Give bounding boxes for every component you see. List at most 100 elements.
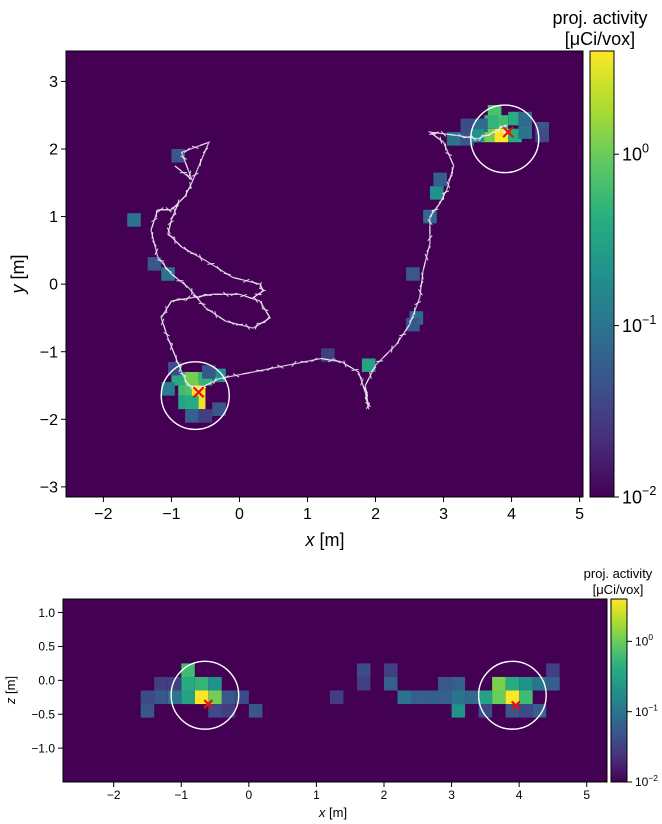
activity-pixel	[356, 663, 371, 677]
trajectory-arrow	[382, 352, 389, 358]
trajectory-arrow	[222, 291, 229, 297]
trajectory-arrow	[172, 298, 179, 303]
x-tick-label: 1	[313, 788, 320, 802]
trajectory-arrow	[463, 136, 471, 139]
bottom-source-circles	[170, 660, 547, 730]
trajectory-arrow	[199, 254, 203, 262]
colorbar-tick-label: 10−1	[622, 313, 656, 336]
trajectory-arrow	[369, 371, 372, 379]
trajectory-arrow	[488, 130, 495, 137]
trajectory-arrow	[445, 152, 453, 157]
trajectory-arrow	[427, 218, 433, 225]
x-tick-label: 0	[235, 506, 244, 523]
top-y-axis-label: y [m]	[8, 254, 28, 295]
activity-pixel	[356, 676, 371, 691]
bottom-x-axis-label: x [m]	[318, 805, 347, 820]
trajectory-arrow	[365, 401, 371, 408]
source-circle	[160, 361, 230, 431]
bottom-x-ticks: −2 −1 0 1 2 3 4 5	[107, 782, 590, 802]
trajectory-arrow	[173, 208, 177, 215]
x-tick-label: 1	[303, 506, 312, 523]
x-tick-label: 4	[516, 788, 523, 802]
x-tick-label: 3	[448, 788, 455, 802]
activity-pixel	[383, 663, 398, 677]
source-circle	[170, 660, 240, 730]
trajectory-arrow	[171, 348, 176, 356]
trajectory-arrow	[193, 385, 200, 391]
trajectory-arrow	[165, 305, 168, 314]
trajectory-arrow	[498, 125, 502, 133]
trajectory-arrow	[185, 295, 191, 302]
activity-pixel	[140, 704, 155, 718]
trajectory-arrow	[151, 231, 154, 240]
trajectory-arrow	[261, 307, 269, 312]
activity-pixel	[429, 186, 444, 200]
top-y-ticks: −3 −2 −1 0 1 2 3	[40, 74, 66, 496]
activity-pixel	[433, 172, 447, 187]
trajectory-arrow	[431, 208, 439, 212]
activity-pixel	[492, 690, 506, 705]
trajectory-arrow	[191, 145, 199, 149]
trajectory-arrow	[431, 131, 439, 135]
trajectory-arrow	[414, 300, 421, 306]
trajectory-arrow	[157, 259, 165, 262]
activity-pixel	[492, 676, 506, 691]
activity-pixel	[451, 704, 466, 718]
trajectory-arrow	[190, 252, 198, 255]
trajectory-arrow	[499, 125, 507, 128]
trajectory-arrow	[266, 366, 274, 371]
top-x-axis-label: x [m]	[304, 530, 344, 550]
top-source-circles	[160, 104, 540, 431]
trajectory-arrow	[242, 372, 250, 375]
top-source-markers	[192, 126, 514, 399]
activity-pixel	[181, 676, 195, 691]
trajectory-arrow	[404, 325, 410, 332]
trajectory-arrow	[446, 181, 451, 189]
trajectory-arrow	[165, 268, 172, 273]
trajectory-arrow	[447, 174, 453, 181]
trajectory-arrow	[254, 322, 259, 330]
trajectory-arrow	[199, 142, 207, 146]
trajectory-arrow	[223, 272, 231, 276]
top-colorbar-label-line1: proj. activity	[552, 8, 647, 28]
x-tick-label: −2	[107, 788, 121, 802]
source-circle	[477, 660, 547, 730]
y-tick-label: −1.0	[31, 741, 55, 755]
trajectory-arrow	[399, 333, 407, 337]
activity-pixel	[424, 690, 439, 705]
activity-pixel	[181, 690, 195, 705]
trajectory-arrow	[176, 241, 182, 248]
trajectory-arrow	[251, 280, 258, 286]
top-colorbar-gradient	[589, 50, 615, 498]
source-marker	[502, 126, 514, 138]
trajectory-arrow	[357, 372, 363, 380]
top-x-ticks: −2 −1 0 1 2 3 4 5	[94, 497, 584, 523]
activity-pixel	[161, 382, 175, 396]
trajectory-arrow	[214, 311, 218, 319]
trajectory-arrow	[440, 130, 447, 137]
trajectory-arrow	[163, 331, 170, 337]
trajectory-arrow	[251, 293, 259, 299]
bottom-y-ticks: −1.0 −0.5 0.0 0.5 1.0	[31, 606, 63, 755]
source-marker	[203, 699, 214, 709]
activity-pixel	[406, 317, 420, 332]
trajectory-arrow	[207, 262, 215, 265]
activity-pixel	[212, 402, 226, 416]
trajectory-arrow	[427, 235, 433, 242]
x-tick-label: 0	[245, 788, 252, 802]
activity-pixel	[167, 676, 182, 691]
trajectory-arrow	[424, 253, 429, 261]
x-tick-label: −1	[162, 506, 180, 523]
y-tick-label: 3	[49, 74, 58, 91]
activity-pixel	[329, 690, 344, 705]
x-tick-label: 2	[381, 788, 388, 802]
activity-pixel	[181, 663, 195, 677]
activity-pixel	[397, 690, 412, 705]
y-tick-label: −0.5	[31, 707, 55, 721]
trajectory-arrow	[426, 245, 431, 253]
trajectory-arrow	[435, 202, 441, 209]
top-colorbar-ticks: 10−2 10−1 100	[614, 141, 656, 507]
x-tick-label: 4	[507, 506, 516, 523]
x-tick-label: 3	[439, 506, 448, 523]
trajectory-arrow	[470, 135, 477, 142]
